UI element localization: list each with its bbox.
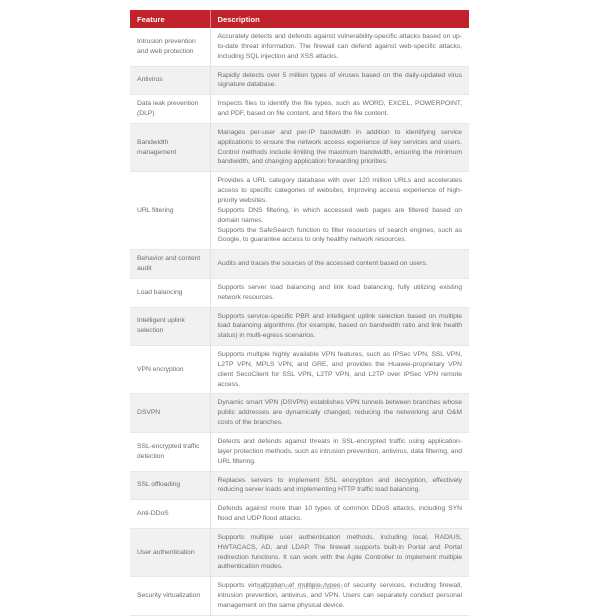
table-row: User authentication Supports multiple use… <box>130 528 469 577</box>
description-cell: Inspects files to identify the file type… <box>210 95 469 124</box>
table-row: Intrusion prevention and web protection A… <box>130 28 469 67</box>
table-row: VPN encryption Supports multiple highly a… <box>130 345 469 394</box>
table-row: Behavior and content audit Audits and tra… <box>130 249 469 279</box>
description-cell: Supports multiple highly available VPN f… <box>210 346 469 394</box>
table-header-row: Feature Description <box>130 10 469 28</box>
table-row: Antivirus Rapidly detects over 5 million … <box>130 66 469 95</box>
table-row: Intelligent uplink selection Supports ser… <box>130 307 469 346</box>
description-paragraph: Accurately detects and defends against v… <box>217 33 463 60</box>
description-cell: Detects and defends against threats in S… <box>210 433 469 472</box>
description-cell: Defends against more than 10 types of co… <box>210 500 469 529</box>
table-row: SSL offloading Replaces servers to implem… <box>130 471 469 500</box>
feature-cell: Intelligent uplink selection <box>130 307 211 346</box>
description-cell: Replaces servers to implement SSL encryp… <box>210 471 469 500</box>
description-cell: Accurately detects and defends against v… <box>210 28 469 66</box>
feature-cell: URL filtering <box>130 171 211 250</box>
description-paragraph: Rapidly detects over 5 million types of … <box>217 71 463 89</box>
feature-cell: Bandwidth management <box>130 123 211 172</box>
feature-cell: Data leak prevention (DLP) <box>130 94 211 124</box>
description-paragraph: Dynamic smart VPN (DSVPN) establishes VP… <box>217 399 463 427</box>
description-paragraph: Supports multiple user authentication me… <box>217 533 463 571</box>
feature-cell: DSVPN <box>130 393 211 433</box>
table-row: Data leak prevention (DLP) Inspects files… <box>130 94 469 124</box>
description-paragraph: Defends against more than 10 types of co… <box>217 505 463 523</box>
column-header-description: Description <box>209 10 469 28</box>
feature-cell: Intrusion prevention and web protection <box>130 28 211 67</box>
table-row: Load balancing Supports server load balan… <box>130 278 469 308</box>
description-paragraph: Provides a URL category database with ov… <box>217 177 463 204</box>
description-cell: Supports server load balancing and link … <box>210 278 469 307</box>
description-paragraph: Replaces servers to implement SSL encryp… <box>217 476 463 494</box>
description-paragraph: Detects and defends against threats in S… <box>217 438 463 465</box>
description-cell: Supports service-specific PBR and intell… <box>210 307 469 346</box>
description-cell: Dynamic smart VPN (DSVPN) establishes VP… <box>210 394 469 433</box>
description-paragraph: Inspects files to identify the file type… <box>217 100 463 118</box>
description-cell: Rapidly detects over 5 million types of … <box>210 66 469 95</box>
table-row: Anti-DDoS Defends against more than 10 ty… <box>130 499 469 529</box>
description-paragraph: Supports multiple highly available VPN f… <box>217 351 463 388</box>
table-row: DSVPN Dynamic smart VPN (DSVPN) establish… <box>130 393 469 433</box>
table-row: SSL-encrypted traffic detection Detects a… <box>130 432 469 472</box>
description-cell: Supports multiple user authentication me… <box>210 528 469 576</box>
description-paragraph: Supports DNS filtering, in which accesse… <box>217 206 463 224</box>
feature-cell: VPN encryption <box>130 345 211 394</box>
table-row: Bandwidth management Manages per-user and… <box>130 123 469 172</box>
description-paragraph: Manages per-user and per-IP bandwidth in… <box>217 128 463 166</box>
feature-cell: Behavior and content audit <box>130 249 211 279</box>
feature-cell: Antivirus <box>130 66 211 95</box>
feature-cell: Anti-DDoS <box>130 499 211 529</box>
description-cell: Audits and traces the sources of the acc… <box>210 250 469 279</box>
feature-cell: SSL-encrypted traffic detection <box>130 432 211 472</box>
footer-watermark: sdkjhw.en.alibaba.com <box>256 582 344 591</box>
description-paragraph: Supports server load balancing and link … <box>217 283 463 301</box>
feature-cell: SSL offloading <box>130 471 211 500</box>
description-cell: Manages per-user and per-IP bandwidth in… <box>210 123 469 171</box>
feature-cell: User authentication <box>130 528 211 577</box>
description-cell: Provides a URL category database with ov… <box>210 172 469 250</box>
page: Feature Description Intrusion prevention… <box>130 10 469 616</box>
table-row: URL filtering Provides a URL category dat… <box>130 171 469 250</box>
description-paragraph: Audits and traces the sources of the acc… <box>217 260 428 268</box>
column-header-feature: Feature <box>130 10 210 28</box>
description-paragraph: Supports the SafeSearch function to filt… <box>217 226 463 244</box>
feature-table: Feature Description Intrusion prevention… <box>130 10 469 616</box>
feature-cell: Load balancing <box>130 278 211 308</box>
description-paragraph: Supports service-specific PBR and intell… <box>217 312 463 340</box>
